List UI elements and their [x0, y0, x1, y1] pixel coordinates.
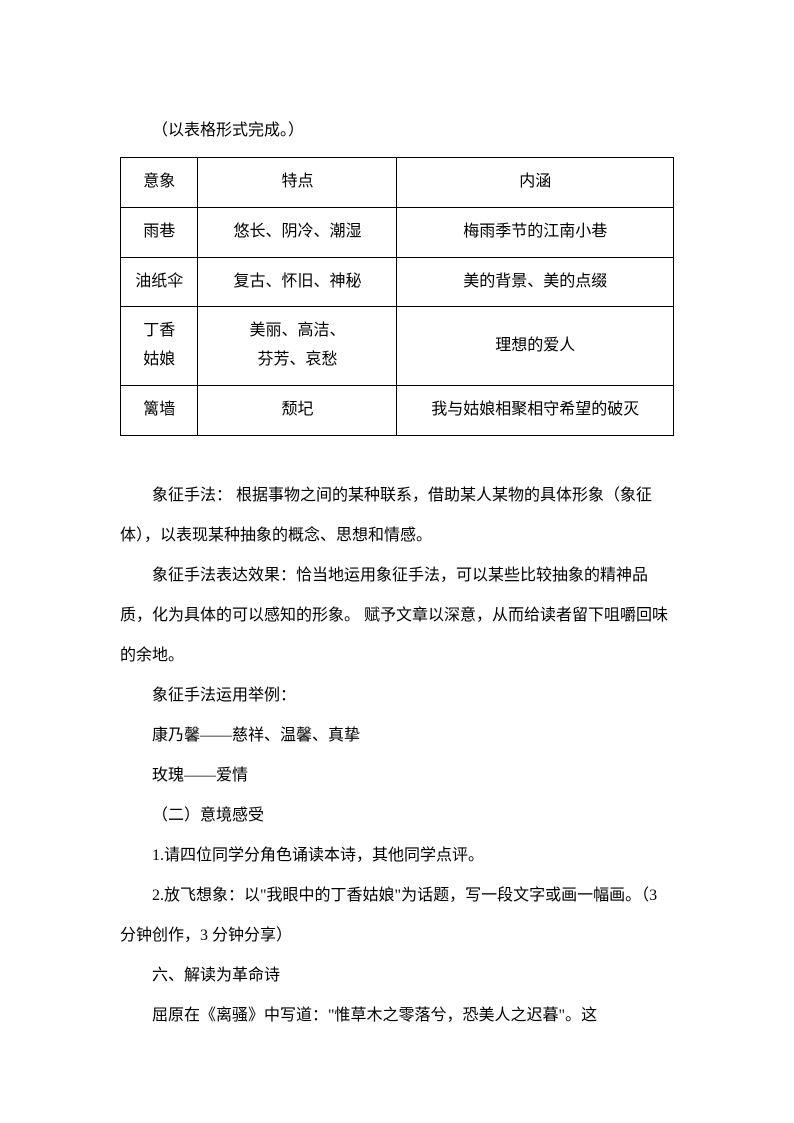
- paragraph: 象征手法运用举例：: [120, 676, 674, 716]
- paragraph: 六、解读为革命诗: [120, 956, 674, 996]
- paragraph: 象征手法： 根据事物之间的某种联系，借助某人某物的具体形象（象征体），以表现某种…: [120, 476, 674, 556]
- table-row: 雨巷 悠长、阴冷、潮湿 梅雨季节的江南小巷: [121, 207, 674, 257]
- body-content: 象征手法： 根据事物之间的某种联系，借助某人某物的具体形象（象征体），以表现某种…: [120, 476, 674, 1036]
- paragraph: 2.放飞想象：以"我眼中的丁香姑娘"为话题，写一段文字或画一幅画。（3 分钟创作…: [120, 876, 674, 956]
- cell-feature: 颓圮: [198, 385, 397, 435]
- cell-meaning: 美的背景、美的点缀: [397, 257, 674, 307]
- table-header-row: 意象 特点 内涵: [121, 158, 674, 208]
- cell-meaning: 梅雨季节的江南小巷: [397, 207, 674, 257]
- paragraph: 1.请四位同学分角色诵读本诗，其他同学点评。: [120, 836, 674, 876]
- table-row: 油纸伞 复古、怀旧、神秘 美的背景、美的点缀: [121, 257, 674, 307]
- cell-feature: 悠长、阴冷、潮湿: [198, 207, 397, 257]
- cell-line1: 丁香: [143, 322, 175, 339]
- table-row: 篱墙 颓圮 我与姑娘相聚相守希望的破灭: [121, 385, 674, 435]
- cell-imagery: 篱墙: [121, 385, 198, 435]
- cell-meaning: 理想的爱人: [397, 307, 674, 386]
- paragraph: （二）意境感受: [120, 796, 674, 836]
- header-col3: 内涵: [397, 158, 674, 208]
- paragraph: 象征手法表达效果：恰当地运用象征手法，可以某些比较抽象的精神品质，化为具体的可以…: [120, 556, 674, 676]
- cell-feature: 美丽、高洁、 芬芳、哀愁: [198, 307, 397, 386]
- cell-imagery: 雨巷: [121, 207, 198, 257]
- cell-imagery: 油纸伞: [121, 257, 198, 307]
- table-row: 丁香 姑娘 美丽、高洁、 芬芳、哀愁 理想的爱人: [121, 307, 674, 386]
- paragraph: 康乃馨——慈祥、温馨、真挚: [120, 716, 674, 756]
- cell-line2: 芬芳、哀愁: [257, 351, 337, 368]
- header-col1: 意象: [121, 158, 198, 208]
- cell-line2: 姑娘: [143, 351, 175, 368]
- intro-text: （以表格形式完成。）: [120, 115, 674, 147]
- cell-feature: 复古、怀旧、神秘: [198, 257, 397, 307]
- imagery-table: 意象 特点 内涵 雨巷 悠长、阴冷、潮湿 梅雨季节的江南小巷 油纸伞 复古、怀旧…: [120, 157, 674, 436]
- paragraph: 玫瑰——爱情: [120, 756, 674, 796]
- header-col2: 特点: [198, 158, 397, 208]
- paragraph: 屈原在《离骚》中写道："惟草木之零落兮，恐美人之迟暮"。这: [120, 996, 674, 1036]
- cell-meaning: 我与姑娘相聚相守希望的破灭: [397, 385, 674, 435]
- cell-line1: 美丽、高洁、: [249, 322, 345, 339]
- cell-imagery: 丁香 姑娘: [121, 307, 198, 386]
